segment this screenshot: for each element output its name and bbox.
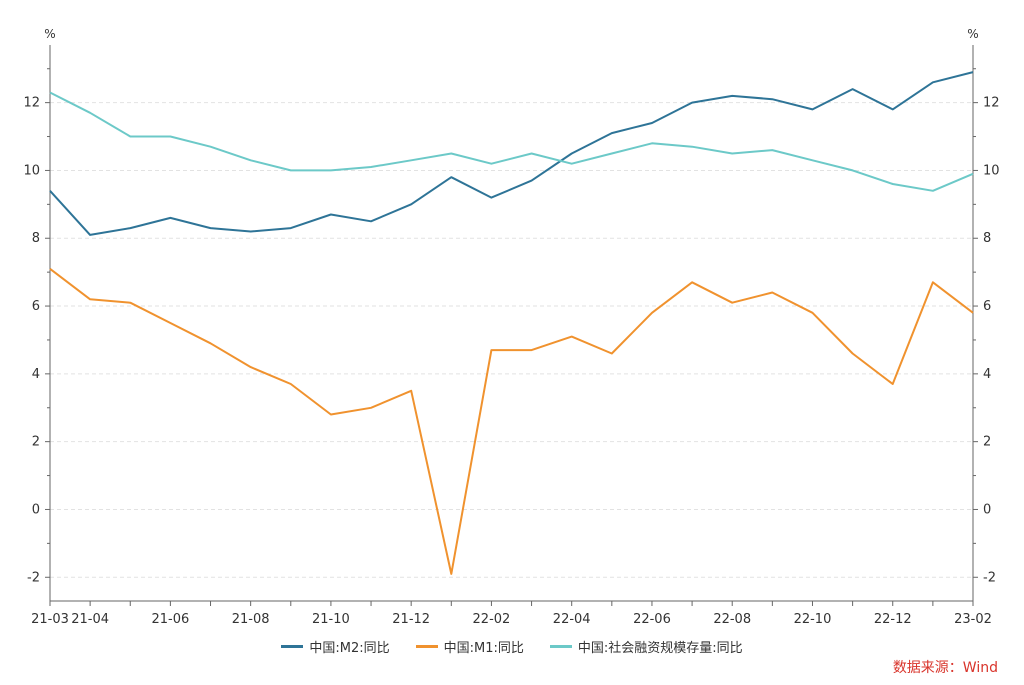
x-tick-label: 21-12 [392, 612, 430, 627]
right-y-tick-label: 6 [983, 299, 991, 314]
series-lines [49, 71, 974, 575]
right-y-tick-label: 4 [983, 367, 991, 382]
left-y-tick-label: 4 [32, 367, 40, 382]
left-y-tick-label: 8 [32, 231, 40, 246]
right-y-tick-label: 2 [983, 435, 991, 450]
legend-swatch-social-financing [549, 645, 572, 648]
legend-item-m2: 中国:M2:同比 [281, 637, 390, 656]
data-source-note: 数据来源：Wind [892, 660, 998, 676]
right-y-tick-label: 0 [983, 502, 991, 517]
right-y-tick-label: 12 [983, 96, 1000, 111]
x-tick-label: 22-10 [794, 612, 832, 627]
right-y-tick-label: 8 [983, 231, 991, 246]
legend: 中国:M2:同比 中国:M1:同比 中国:社会融资规模存量:同比 [0, 637, 1024, 656]
gridlines [50, 102, 973, 578]
right-y-tick-label: -2 [983, 570, 996, 585]
left-y-tick-label: 10 [23, 163, 40, 178]
left-y-tick-label: 0 [32, 502, 40, 517]
legend-label-m2: 中国:M2:同比 [309, 641, 390, 656]
series-line-m1 [49, 268, 974, 575]
x-tick-label: 22-04 [553, 612, 591, 627]
right-y-tick-label: 10 [983, 163, 1000, 178]
x-tick-label: 22-12 [874, 612, 912, 627]
x-tick-label: 22-02 [473, 612, 511, 627]
left-y-tick-label: 12 [23, 96, 40, 111]
left-y-tick-label: 2 [32, 435, 40, 450]
axes [49, 45, 974, 602]
series-line-m2 [49, 71, 974, 236]
left-y-tick-label: -2 [27, 570, 40, 585]
left-y-tick-label: 6 [32, 299, 40, 314]
right-y-unit-label: % [967, 27, 978, 41]
legend-label-social-financing: 中国:社会融资规模存量:同比 [577, 641, 743, 656]
x-tick-label: 23-02 [954, 612, 992, 627]
legend-item-social-financing: 中国:社会融资规模存量:同比 [549, 637, 743, 656]
x-tick-label: 22-08 [713, 612, 751, 627]
x-tick-label: 21-04 [71, 612, 109, 627]
x-tick-label: 21-06 [152, 612, 190, 627]
legend-swatch-m1 [415, 645, 438, 648]
x-tick-label: 21-10 [312, 612, 350, 627]
x-tick-label: 22-06 [633, 612, 671, 627]
x-ticks: 21-03 21-04 21-06 21-08 21-10 21-12 22-02 22-04… [31, 601, 992, 627]
legend-swatch-m2 [281, 645, 304, 648]
x-tick-label: 21-03 [31, 612, 69, 627]
y-ticks: -2 -2 0 0 2 2 4 4 6 6 8 8 10 10 12 12 [23, 68, 1000, 585]
legend-label-m1: 中国:M1:同比 [443, 641, 524, 656]
legend-item-m1: 中国:M1:同比 [415, 637, 524, 656]
series-line-social-financing [49, 91, 974, 192]
left-y-unit-label: % [44, 27, 55, 41]
x-tick-label: 21-08 [232, 612, 270, 627]
